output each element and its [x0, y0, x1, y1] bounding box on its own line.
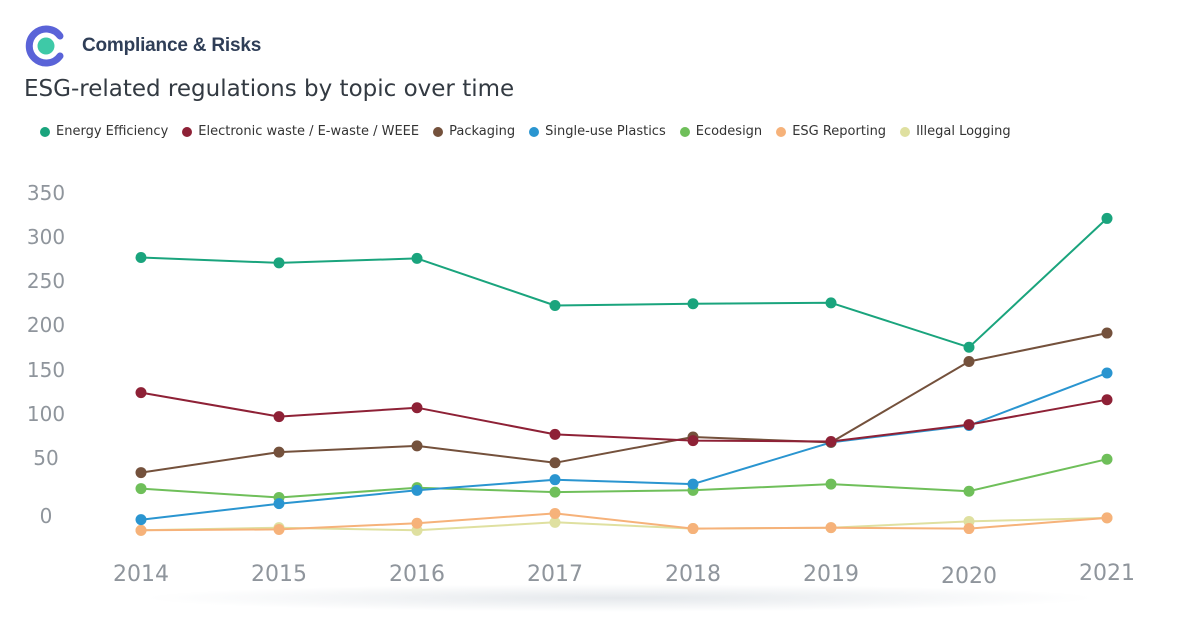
legend-marker-icon [182, 126, 193, 137]
data-point [825, 478, 837, 490]
data-point [825, 435, 837, 447]
data-point [963, 485, 975, 497]
data-point [1101, 394, 1113, 406]
legend-label: Electronic waste / E-waste / WEEE [198, 124, 420, 139]
brand-name: Compliance & Risks [82, 35, 262, 56]
data-point [1101, 453, 1113, 465]
legend-label: Energy Efficiency [56, 124, 169, 139]
x-tick-label: 2014 [113, 562, 169, 587]
data-point [1101, 367, 1113, 379]
series-line [140, 217, 1108, 349]
chart-legend: Energy Efficiency Electronic waste / E-wa… [40, 124, 1011, 139]
legend-marker-icon [679, 126, 690, 137]
y-tick-label: 0 [40, 504, 53, 528]
data-point [411, 252, 423, 264]
data-point [273, 411, 285, 423]
x-tick-label: 2017 [527, 562, 583, 587]
legend-item[interactable]: Energy Efficiency [40, 124, 168, 139]
data-point [825, 297, 837, 309]
data-point [687, 478, 699, 490]
legend-item[interactable]: Packaging [433, 124, 515, 139]
y-tick-label: 250 [27, 269, 65, 293]
data-point [135, 387, 147, 399]
y-tick-label: 150 [27, 358, 65, 382]
legend-item[interactable]: Ecodesign [679, 124, 763, 139]
data-point [549, 516, 561, 528]
compliance-risks-logo-icon [25, 25, 64, 67]
data-point [411, 402, 423, 414]
data-point [135, 524, 147, 536]
series-line [140, 391, 1108, 443]
legend-label: ESG Reporting [792, 124, 887, 139]
data-point [687, 298, 699, 310]
chart-base-shadow [140, 584, 1100, 612]
data-point [411, 517, 423, 529]
data-point [549, 300, 561, 312]
legend-label: Illegal Logging [916, 124, 1011, 139]
data-point [687, 435, 699, 447]
data-point [273, 446, 285, 458]
data-point [1101, 327, 1113, 339]
data-point [963, 341, 975, 353]
data-point [411, 484, 423, 496]
legend-label: Ecodesign [695, 124, 763, 139]
y-tick-label: 350 [27, 181, 65, 205]
data-point [825, 522, 837, 534]
data-point [273, 523, 285, 535]
data-point [135, 467, 147, 479]
series-line [140, 458, 1108, 499]
x-tick-label: 2019 [803, 562, 859, 587]
legend-marker-icon [776, 126, 787, 137]
data-point [135, 252, 147, 264]
data-point [963, 419, 975, 431]
y-tick-label: 50 [33, 446, 58, 470]
series-line [140, 332, 1108, 474]
data-point [549, 474, 561, 486]
data-point [1101, 212, 1113, 224]
x-tick-label: 2018 [665, 562, 721, 587]
data-point [549, 507, 561, 519]
data-point [411, 440, 423, 452]
x-tick-label: 2020 [941, 564, 997, 589]
data-point [963, 355, 975, 367]
data-point [549, 428, 561, 440]
chart-title: ESG-related regulations by topic over ti… [24, 76, 515, 102]
data-point [273, 498, 285, 510]
y-tick-label: 100 [27, 402, 65, 426]
legend-item[interactable]: Illegal Logging [900, 124, 1011, 139]
series-line [140, 512, 1108, 532]
legend-marker-icon [529, 126, 540, 137]
data-point [963, 523, 975, 535]
x-tick-label: 2021 [1079, 561, 1135, 586]
data-point [1101, 512, 1113, 524]
legend-item[interactable]: ESG Reporting [776, 124, 886, 139]
x-tick-label: 2015 [251, 562, 307, 587]
data-point [135, 514, 147, 526]
legend-item[interactable]: Single-use Plastics [529, 124, 666, 139]
y-tick-label: 200 [27, 313, 65, 337]
legend-marker-icon [433, 126, 444, 137]
legend-item[interactable]: Electronic waste / E-waste / WEEE [182, 124, 419, 139]
data-point [549, 486, 561, 498]
legend-marker-icon [900, 126, 911, 137]
x-tick-label: 2016 [389, 562, 445, 587]
data-point [135, 483, 147, 495]
legend-marker-icon [40, 126, 50, 137]
data-point [273, 257, 285, 269]
data-point [687, 523, 699, 535]
legend-label: Single-use Plastics [545, 124, 666, 139]
header: Compliance & Risks [22, 22, 261, 70]
legend-label: Packaging [449, 124, 516, 139]
data-point [549, 457, 561, 469]
y-tick-label: 300 [27, 225, 65, 249]
